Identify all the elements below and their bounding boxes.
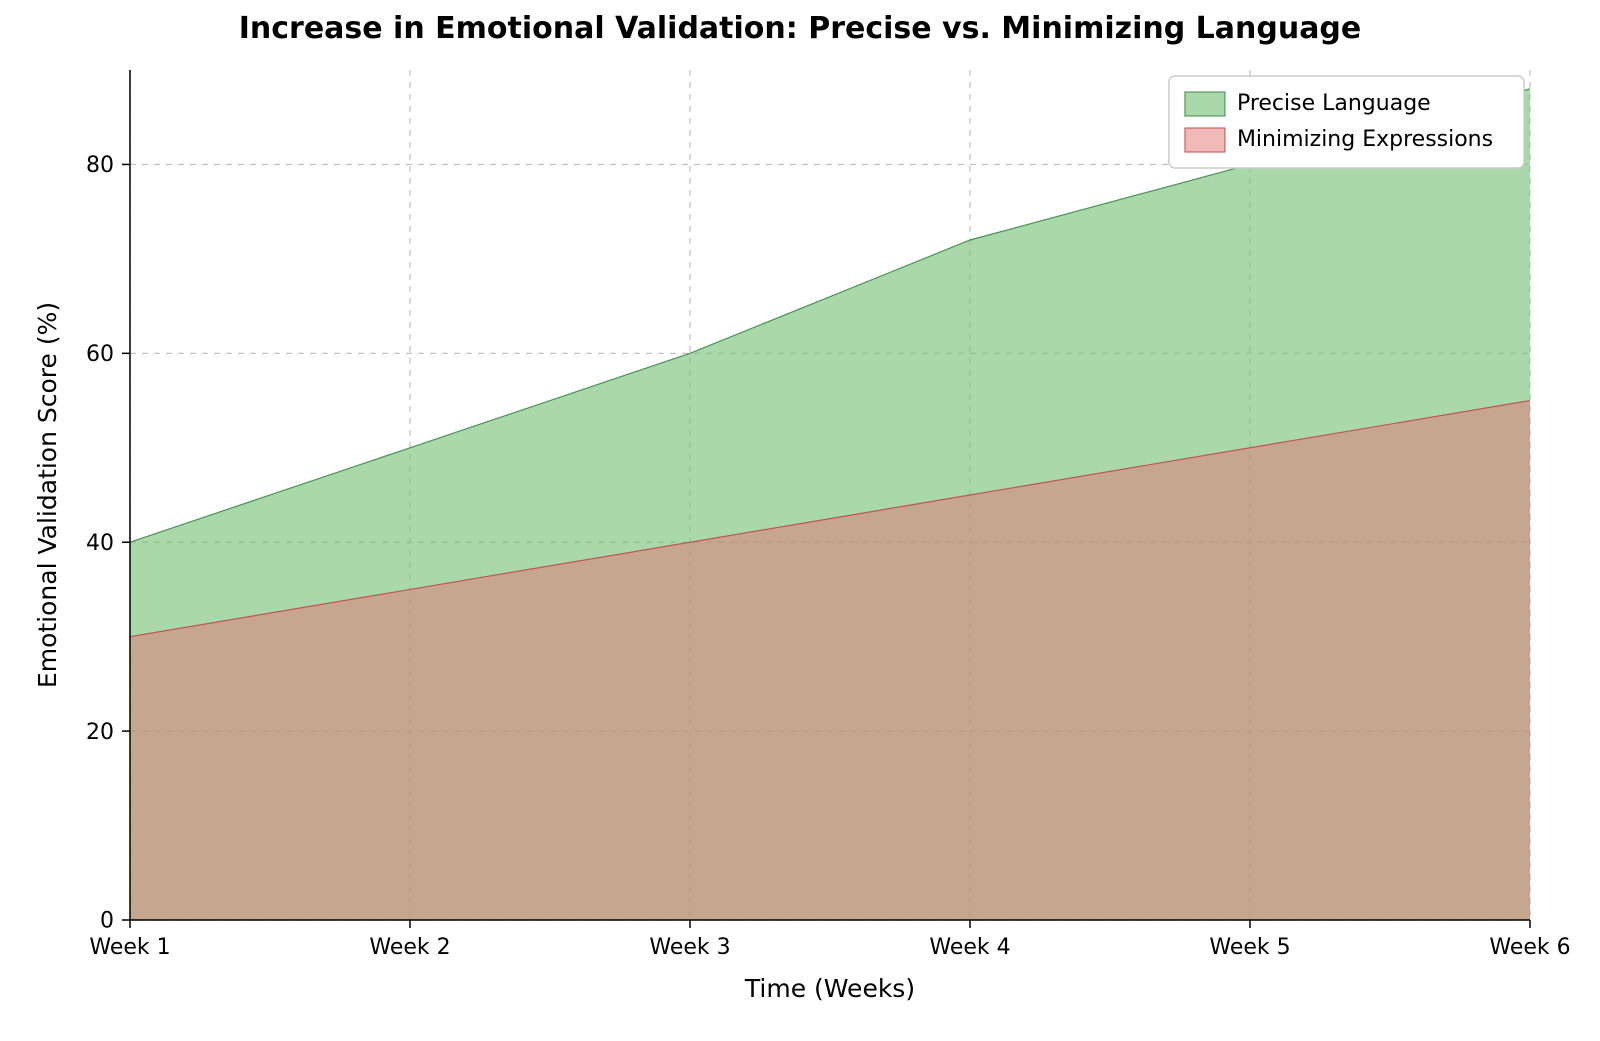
chart-title: Increase in Emotional Validation: Precis…	[239, 11, 1362, 46]
legend-frame	[1169, 76, 1524, 168]
area-fills	[130, 89, 1530, 920]
x-tick-label: Week 2	[369, 935, 450, 960]
x-tick-label: Week 1	[89, 935, 170, 960]
y-tick-label: 60	[86, 342, 114, 367]
x-ticks: Week 1 Week 2 Week 3 Week 4 Week 5 Week 6	[89, 920, 1570, 960]
legend-swatch	[1185, 128, 1225, 152]
legend-label: Minimizing Expressions	[1237, 127, 1493, 152]
y-ticks: 0 20 40 60 80	[86, 153, 130, 934]
legend: Precise Language Minimizing Expressions	[1169, 76, 1524, 168]
y-tick-label: 80	[86, 153, 114, 178]
x-tick-label: Week 4	[929, 935, 1010, 960]
y-tick-label: 40	[86, 531, 114, 556]
y-axis-label: Emotional Validation Score (%)	[33, 302, 62, 688]
y-tick-label: 20	[86, 720, 114, 745]
y-tick-label: 0	[100, 909, 114, 934]
area-chart: Increase in Emotional Validation: Precis…	[0, 0, 1600, 1041]
x-tick-label: Week 6	[1489, 935, 1570, 960]
x-axis-label: Time (Weeks)	[744, 974, 915, 1003]
x-tick-label: Week 5	[1209, 935, 1290, 960]
x-tick-label: Week 3	[649, 935, 730, 960]
legend-swatch	[1185, 92, 1225, 116]
legend-label: Precise Language	[1237, 91, 1431, 116]
